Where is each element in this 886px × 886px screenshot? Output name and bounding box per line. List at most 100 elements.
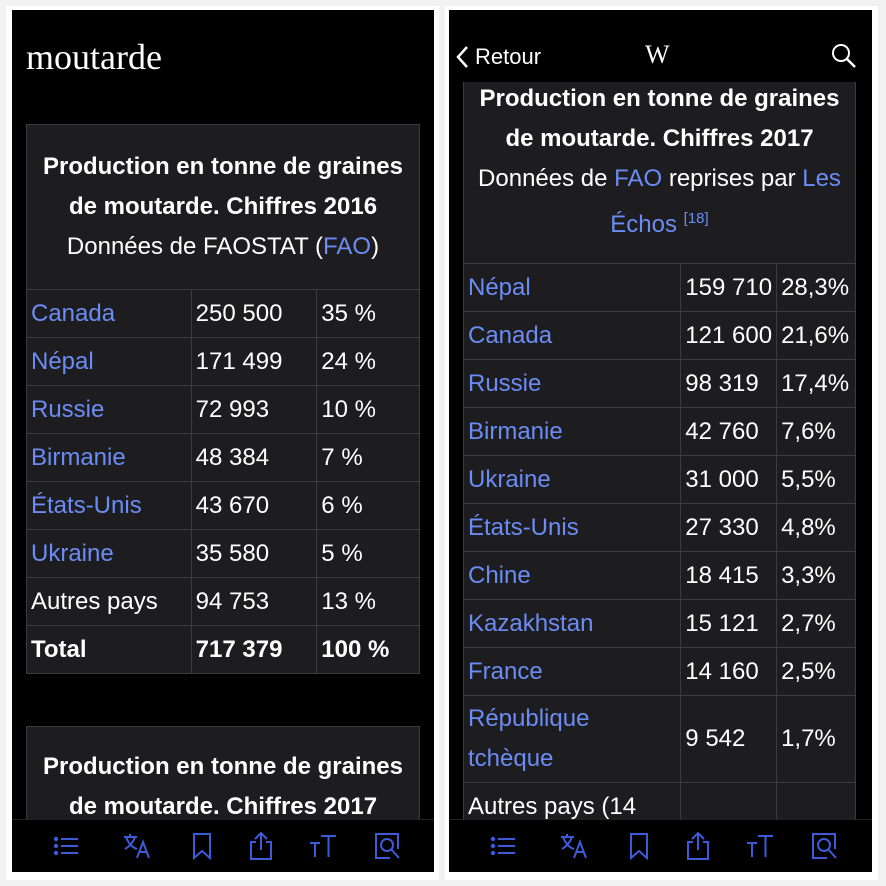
country-link[interactable]: France (468, 657, 543, 685)
table-row: États-Unis 43 670 6 % (26, 481, 420, 530)
country-link[interactable]: République tchèque (468, 705, 590, 772)
table-title: Production en tonne de graines de moutar… (479, 85, 840, 152)
pct-cell: 5 % (316, 529, 420, 578)
table-title: Production en tonne de graines de moutar… (42, 753, 404, 820)
country-link[interactable]: Chine (468, 561, 531, 589)
translate-icon[interactable] (559, 831, 589, 861)
bookmark-icon[interactable] (624, 831, 654, 861)
text-size-icon[interactable] (308, 831, 338, 861)
value-cell: 98 319 (680, 359, 778, 408)
find-in-page-icon[interactable] (809, 831, 839, 861)
country-link[interactable]: Russie (31, 395, 105, 423)
back-label: Retour (475, 44, 542, 69)
country-cell: Ukraine (26, 529, 192, 578)
value-cell: 14 160 (680, 647, 778, 696)
pct-cell: 10 % (316, 385, 420, 434)
pct-cell: 28,3% (776, 263, 856, 312)
value-cell: 171 499 (190, 337, 318, 386)
country-link[interactable]: Canada (468, 321, 553, 349)
value-cell: 18 415 (680, 551, 778, 600)
page-title: moutarde (26, 37, 162, 77)
table-row: Ukraine 31 000 5,5% (462, 455, 856, 504)
country-link[interactable]: Russie (468, 369, 542, 397)
value-cell: 27 330 (680, 503, 778, 552)
table-row: Birmanie 42 760 7,6% (462, 407, 856, 456)
value-cell: 31 000 (680, 455, 778, 504)
text-size-icon[interactable] (745, 831, 775, 861)
country-link[interactable]: Birmanie (31, 443, 126, 471)
pct-cell: 35 % (316, 289, 420, 338)
country-cell: Birmanie (462, 407, 682, 456)
value-cell: 72 993 (190, 385, 318, 434)
country-cell: Népal (462, 263, 682, 312)
country-cell: Kazakhstan (462, 599, 682, 648)
pct-cell: 7,6% (776, 407, 856, 456)
country-cell: Birmanie (26, 433, 192, 482)
table-caption: Production en tonne de graines de moutar… (463, 78, 856, 264)
table-row: Canada 121 600 21,6% (462, 311, 856, 360)
country-link[interactable]: États-Unis (468, 513, 579, 541)
value-cell: 42 760 (680, 407, 778, 456)
pct-cell: 24 % (316, 337, 420, 386)
country-link[interactable]: États-Unis (31, 491, 142, 519)
find-in-page-icon[interactable] (372, 831, 402, 861)
country-cell: Ukraine (462, 455, 682, 504)
bookmark-icon[interactable] (187, 831, 217, 861)
pct-cell: 1,7% (776, 695, 856, 783)
table-row: Chine 18 415 3,3% (462, 551, 856, 600)
country-link[interactable]: Kazakhstan (468, 609, 594, 637)
country-link[interactable]: Ukraine (468, 465, 551, 493)
country-label: Autres pays (31, 587, 158, 615)
table-row: Birmanie 48 384 7 % (26, 433, 420, 482)
country-link[interactable]: Ukraine (31, 539, 114, 567)
pct-cell: 13 % (316, 577, 420, 626)
value-cell: 48 384 (190, 433, 318, 482)
pct-cell: 3,3% (776, 551, 856, 600)
country-cell: Canada (26, 289, 192, 338)
fao-link[interactable]: FAO (614, 165, 663, 192)
fao-link[interactable]: FAO (323, 233, 372, 260)
pct-cell: 2,7% (776, 599, 856, 648)
country-cell: Canada (462, 311, 682, 360)
les-echos-link[interactable]: Les Échos (610, 165, 841, 238)
country-link[interactable]: Birmanie (468, 417, 563, 445)
pct-cell: 7 % (316, 433, 420, 482)
pct-cell: 4,8% (776, 503, 856, 552)
reference-18[interactable]: [18] (683, 210, 709, 227)
country-link[interactable]: Népal (31, 347, 94, 375)
wikipedia-logo[interactable]: W (645, 40, 670, 69)
table-row: Russie 98 319 17,4% (462, 359, 856, 408)
bottom-toolbar (449, 819, 872, 872)
pct-cell: 17,4% (776, 359, 856, 408)
right-screen: Production en tonne de graines de moutar… (449, 10, 872, 872)
contents-icon[interactable] (489, 831, 519, 861)
translate-icon[interactable] (122, 831, 152, 861)
table-row: Népal 159 710 28,3% (462, 263, 856, 312)
value-cell: 121 600 (680, 311, 778, 360)
back-button[interactable]: Retour (455, 44, 541, 70)
value-cell: 9 542 (680, 695, 778, 783)
value-cell: 159 710 (680, 263, 778, 312)
value-cell: 15 121 (680, 599, 778, 648)
share-icon[interactable] (683, 831, 713, 861)
share-icon[interactable] (246, 831, 276, 861)
pct-cell: 2,5% (776, 647, 856, 696)
search-icon[interactable] (831, 43, 857, 69)
contents-icon[interactable] (52, 831, 82, 861)
value-cell: 35 580 (190, 529, 318, 578)
country-link[interactable]: Népal (468, 273, 531, 301)
country-link[interactable]: Canada (31, 299, 116, 327)
total-pct: 100 % (316, 625, 420, 674)
country-cell: Népal (26, 337, 192, 386)
country-cell: Russie (462, 359, 682, 408)
country-cell: États-Unis (462, 503, 682, 552)
country-cell: États-Unis (26, 481, 192, 530)
table-caption: Production en tonne de graines de moutar… (26, 124, 420, 290)
country-cell: France (462, 647, 682, 696)
country-cell: Autres pays (26, 577, 192, 626)
country-cell: Chine (462, 551, 682, 600)
production-2017-table: Production en tonne de graines de moutar… (462, 78, 856, 841)
chevron-left-icon (456, 46, 468, 68)
nav-bar: Retour W (449, 10, 872, 82)
total-label: Total (26, 625, 192, 674)
